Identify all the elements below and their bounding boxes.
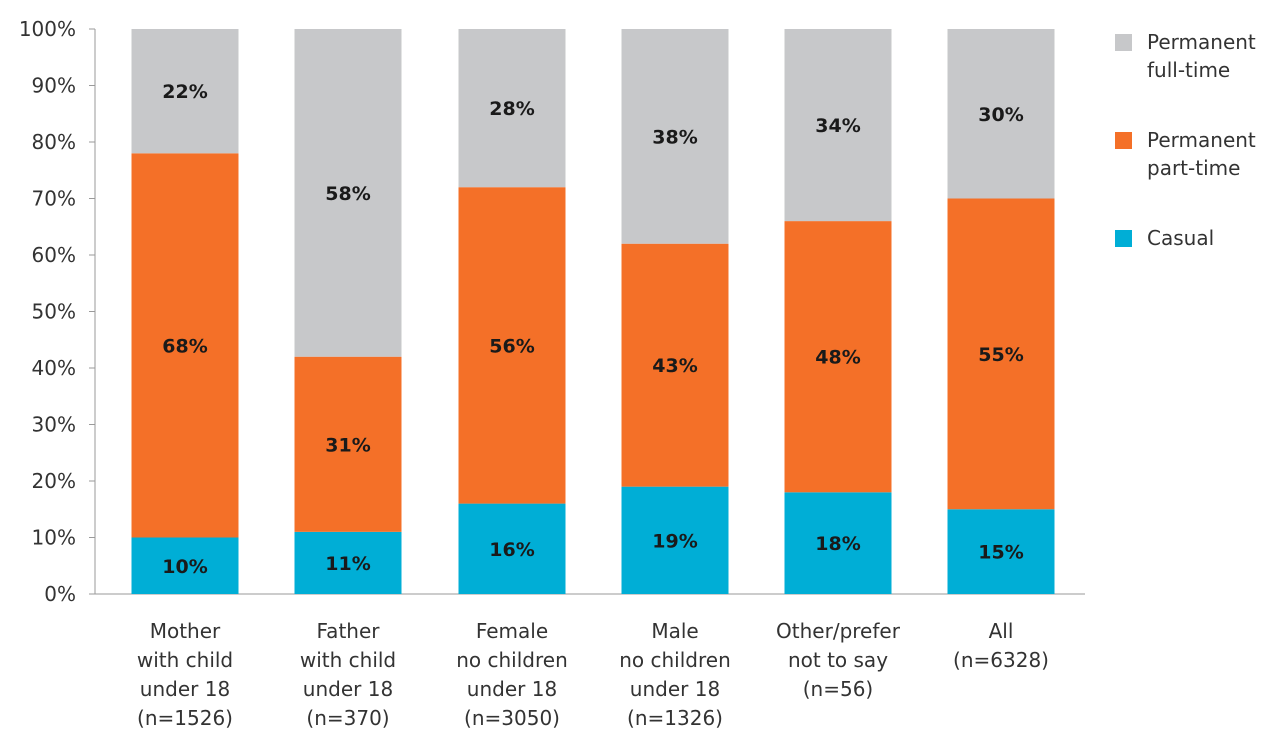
bar-segment [458,29,566,188]
axes: 0% 10% 20% 30% 40% 50% 60% 70% 80% 90% 100% [19,17,1085,606]
data-label: 38% [652,126,697,148]
bar-segment [294,29,402,357]
y-tick-label: 10% [32,526,76,550]
data-labels: 10% 68% 22% 11% 31% 58% 16% 56% 28% 19% 43% 38% 18% 4… [162,81,1023,578]
bar-segment [947,29,1055,199]
data-label: 55% [978,344,1023,366]
y-tick-label: 30% [32,413,76,437]
bars [131,29,1055,594]
legend: Permanent full-time Permanent part-time Casu… [1115,30,1256,250]
category-label: Father with child under 18 (n=370) [300,619,396,730]
data-label: 15% [978,542,1023,564]
y-tick-label: 50% [32,300,76,324]
bar-segment [131,153,239,538]
bar-segment [131,537,239,594]
category-label: Male no children under 18 (n=1326) [619,619,731,730]
data-label: 22% [162,81,207,103]
y-tick-label: 90% [32,74,76,98]
legend-swatch [1115,230,1132,247]
data-label: 11% [325,553,370,575]
category-labels: Mother with child under 18 (n=1526) Father wi… [137,619,1049,730]
y-tick-label: 60% [32,243,76,267]
y-tick-label: 0% [44,582,76,606]
data-label: 56% [489,335,534,357]
bar-segment [458,187,566,504]
data-label: 31% [325,434,370,456]
data-label: 30% [978,104,1023,126]
data-label: 48% [815,347,860,369]
bar-segment [784,221,892,493]
data-label: 16% [489,539,534,561]
bar-segment [947,198,1055,510]
data-label: 58% [325,183,370,205]
bar-segment [784,29,892,222]
bar-segment [621,243,729,487]
bar-segment [458,503,566,594]
legend-label: Permanent full-time [1147,30,1256,82]
data-label: 10% [162,556,207,578]
bar-segment [947,509,1055,594]
bar-segment [621,486,729,594]
legend-label: Permanent part-time [1147,128,1256,180]
data-label: 18% [815,533,860,555]
category-label: All (n=6328) [953,619,1049,672]
data-label: 68% [162,335,207,357]
data-label: 28% [489,98,534,120]
legend-swatch [1115,34,1132,51]
bar-segment [621,29,729,244]
data-label: 43% [652,355,697,377]
bar-segment [784,492,892,594]
data-label: 19% [652,530,697,552]
y-tick-label: 20% [32,469,76,493]
bar-segment [294,356,402,532]
y-tick-label: 80% [32,130,76,154]
category-label: Female no children under 18 (n=3050) [456,619,568,730]
y-tick-label: 40% [32,356,76,380]
legend-label: Casual [1147,226,1214,250]
bar-segment [131,29,239,154]
legend-swatch [1115,132,1132,149]
category-label: Other/prefer not to say (n=56) [776,619,901,701]
data-label: 34% [815,115,860,137]
bar-segment [294,531,402,594]
y-tick-label: 100% [19,17,76,41]
y-tick-label: 70% [32,187,76,211]
category-label: Mother with child under 18 (n=1526) [137,619,233,730]
